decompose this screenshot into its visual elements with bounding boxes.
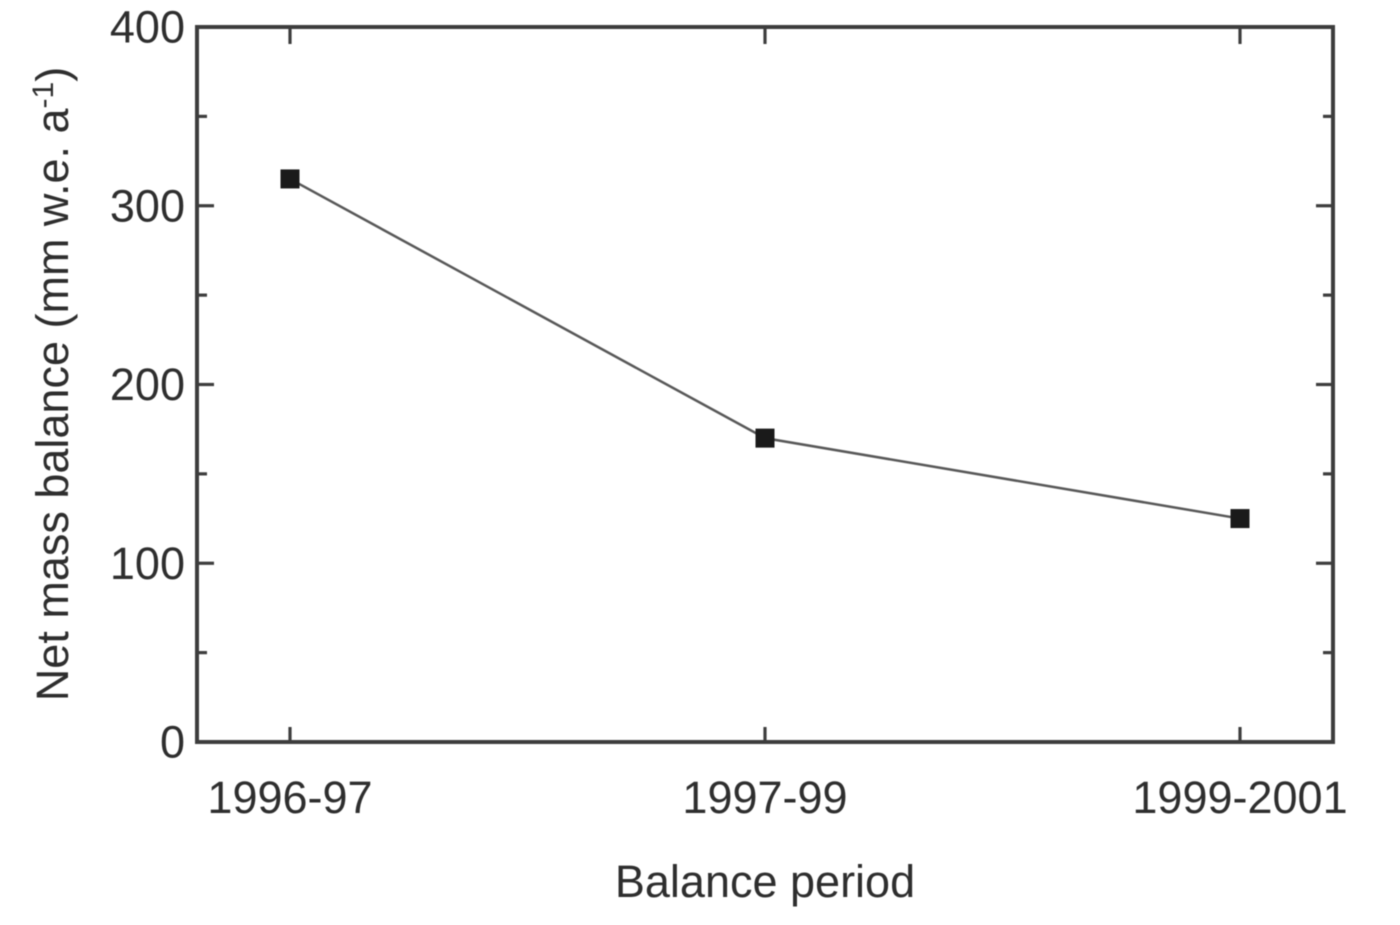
y-axis-title: Net mass balance (mm w.e. a-1) — [27, 67, 78, 701]
x-axis-tick-label: 1996-97 — [207, 772, 372, 823]
y-axis-title-superscript: -1 — [27, 82, 60, 109]
x-axis-tick-label: 1997-99 — [682, 772, 847, 823]
x-axis-tick-labels: 1996-97 1997-99 1999-2001 — [207, 772, 1347, 823]
y-axis-tick-label: 0 — [160, 717, 185, 768]
data-point-marker — [280, 169, 300, 189]
y-axis-tick-label: 100 — [110, 538, 185, 589]
data-point-marker — [755, 428, 775, 448]
x-axis-tick-label: 1999-2001 — [1132, 772, 1347, 823]
y-axis-tick-label: 300 — [110, 180, 185, 231]
plot-frame — [195, 25, 1335, 744]
y-axis-tick-label: 200 — [110, 359, 185, 410]
data-series — [280, 169, 1250, 529]
x-axis-title: Balance period — [615, 856, 915, 907]
y-axis-tick-labels: 0 100 200 300 400 — [110, 2, 185, 768]
y-axis-title-close: ) — [27, 67, 78, 82]
data-point-marker — [1230, 509, 1250, 529]
y-axis-tick-label: 400 — [110, 2, 185, 53]
y-axis-title-main: Net mass balance (mm w.e. a — [27, 108, 78, 702]
x-axis-ticks — [288, 29, 1242, 740]
